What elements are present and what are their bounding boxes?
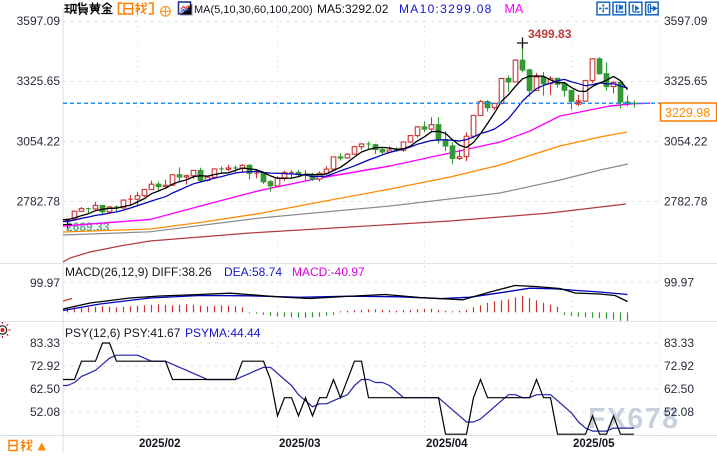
svg-text:99.97: 99.97: [664, 276, 694, 290]
svg-text:2782.78: 2782.78: [17, 195, 61, 209]
svg-text:72.92: 72.92: [664, 359, 694, 373]
svg-text:2025/03: 2025/03: [279, 438, 321, 450]
svg-text:3325.65: 3325.65: [17, 74, 61, 88]
svg-text:72.92: 72.92: [30, 359, 60, 373]
svg-text:3054.22: 3054.22: [664, 135, 708, 149]
svg-text:2025/05: 2025/05: [573, 438, 615, 450]
svg-text:3499.83: 3499.83: [528, 27, 572, 41]
svg-text:2782.78: 2782.78: [664, 195, 708, 209]
svg-text:2025/02: 2025/02: [139, 438, 181, 450]
svg-text:PSY(12,6) PSY:41.67: PSY(12,6) PSY:41.67: [65, 326, 181, 340]
svg-text:3597.09: 3597.09: [17, 14, 61, 28]
svg-text:FX678: FX678: [588, 403, 679, 435]
svg-text:MA5:3292.02: MA5:3292.02: [317, 2, 389, 16]
svg-text:3597.09: 3597.09: [664, 14, 708, 28]
svg-text:DEA:58.74: DEA:58.74: [224, 265, 282, 279]
svg-text:52.08: 52.08: [30, 405, 60, 419]
svg-text:MACD:-40.97: MACD:-40.97: [292, 265, 365, 279]
svg-text:2025/04: 2025/04: [426, 438, 468, 450]
svg-text:52.08: 52.08: [664, 405, 694, 419]
svg-text:MACD(26,12,9) DIFF:38.26: MACD(26,12,9) DIFF:38.26: [65, 265, 212, 279]
svg-text:83.33: 83.33: [30, 336, 60, 350]
svg-text:62.50: 62.50: [664, 382, 694, 396]
svg-text:83.33: 83.33: [664, 336, 694, 350]
svg-text:MA10:3299.08: MA10:3299.08: [399, 2, 493, 16]
svg-text:3229.98: 3229.98: [665, 106, 710, 120]
svg-text:3054.22: 3054.22: [17, 135, 61, 149]
svg-text:3325.65: 3325.65: [664, 74, 708, 88]
svg-text:PSYMA:44.44: PSYMA:44.44: [185, 326, 261, 340]
svg-text:MA(5,10,30,60,100,200): MA(5,10,30,60,100,200): [194, 4, 313, 16]
svg-text:MA: MA: [505, 2, 524, 16]
svg-text:62.50: 62.50: [30, 382, 60, 396]
svg-text:99.97: 99.97: [30, 276, 60, 290]
